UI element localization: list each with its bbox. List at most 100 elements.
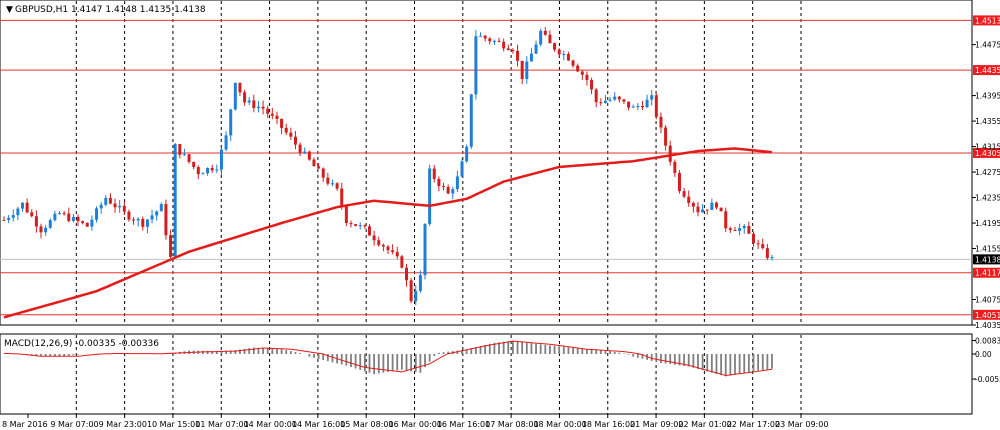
- candle-body: [543, 30, 547, 35]
- candle-body: [284, 127, 288, 133]
- level-label: 1.4305: [975, 149, 1000, 158]
- candle-body: [627, 101, 631, 108]
- candle-body: [742, 225, 746, 229]
- candle-body: [386, 246, 390, 251]
- candle-body: [377, 240, 381, 245]
- candle-body: [539, 30, 543, 45]
- candle-body: [145, 219, 149, 227]
- candle-body: [21, 202, 25, 209]
- candle-body: [756, 243, 760, 245]
- x-tick-label: 11 Mar 07:00: [195, 420, 248, 429]
- level-label: 1.4051: [975, 311, 1000, 320]
- candle-body: [122, 205, 126, 212]
- candle-body: [529, 53, 533, 62]
- x-tick-label: 15 Mar 08:00: [340, 420, 393, 429]
- x-tick-label: 9 Mar 23:00: [99, 420, 147, 429]
- candle-body: [483, 35, 487, 39]
- candle-body: [608, 99, 612, 101]
- candle-body: [576, 65, 580, 72]
- candle-body: [548, 34, 552, 44]
- candle-body: [141, 218, 145, 227]
- candle-body: [293, 136, 297, 145]
- candle-body: [442, 186, 446, 188]
- candles: [2, 27, 774, 306]
- level-label-bg: [973, 65, 1000, 76]
- candle-body: [58, 213, 62, 215]
- candle-body: [677, 172, 681, 192]
- candle-body: [557, 49, 561, 55]
- candle-body: [173, 144, 177, 257]
- candle-body: [719, 207, 723, 212]
- candle-body: [90, 219, 94, 227]
- x-tick-label: 22 Mar 01:00: [678, 420, 731, 429]
- candle-body: [391, 250, 395, 252]
- candle-body: [423, 223, 427, 275]
- x-tick-label: 16 Mar 16:00: [437, 420, 490, 429]
- candle-body: [645, 99, 649, 108]
- candle-body: [367, 226, 371, 236]
- candle-body: [76, 216, 80, 222]
- candle-body: [206, 167, 210, 174]
- title-arrow[interactable]: ▼: [6, 5, 13, 15]
- candle-body: [488, 38, 492, 42]
- y-tick-label: 1.4155: [975, 245, 1000, 254]
- candle-body: [613, 96, 617, 100]
- candle-body: [67, 213, 71, 221]
- candle-body: [307, 151, 311, 160]
- candle-body: [224, 135, 228, 150]
- candle-body: [738, 228, 742, 231]
- candle-body: [127, 211, 131, 220]
- candle-body: [275, 115, 279, 119]
- candle-body: [164, 204, 168, 236]
- current-price-label: 1.4138: [975, 255, 1000, 264]
- candle-body: [30, 212, 34, 217]
- candle-body: [562, 53, 566, 55]
- candle-body: [710, 202, 714, 210]
- candle-body: [99, 204, 103, 209]
- candle-body: [696, 206, 700, 213]
- candle-body: [761, 244, 765, 249]
- x-tick-label: 21 Mar 09:00: [630, 420, 683, 429]
- candle-body: [298, 144, 302, 154]
- candle-body: [617, 96, 621, 100]
- candle-body: [118, 205, 122, 208]
- candle-body: [340, 188, 344, 207]
- candle-body: [659, 116, 663, 128]
- candle-body: [48, 220, 52, 228]
- candle-body: [395, 251, 399, 257]
- candle-body: [664, 127, 668, 146]
- candle-body: [215, 169, 219, 171]
- candle-body: [520, 60, 524, 80]
- x-tick-label: 17 Mar 08:00: [485, 420, 538, 429]
- candle-body: [372, 235, 376, 241]
- y-tick-label: 1.4035: [975, 321, 1000, 330]
- candle-body: [62, 213, 66, 215]
- candle-body: [81, 221, 85, 223]
- candle-body: [108, 197, 112, 204]
- candle-body: [497, 40, 501, 42]
- x-tick-label: 10 Mar 15:00: [147, 420, 200, 429]
- macd-title: MACD(12,26,9) -0.00335 -0.00336: [4, 339, 159, 349]
- y-tick-label: 1.4195: [975, 219, 1000, 228]
- candle-body: [747, 225, 751, 234]
- candle-body: [178, 144, 182, 155]
- candle-body: [113, 203, 117, 208]
- candle-body: [428, 168, 432, 224]
- level-label: 1.4117: [975, 269, 1000, 278]
- current-price-label-bg: [973, 254, 1000, 265]
- candle-body: [159, 204, 163, 212]
- x-tick-label: 18 Mar 16:00: [582, 420, 635, 429]
- candle-body: [104, 197, 108, 205]
- chart-title: GBPUSD,H1 1.4147 1.4148 1.4135 1.4138: [15, 5, 206, 15]
- candle-body: [95, 208, 99, 220]
- candle-body: [668, 145, 672, 162]
- y-tick-label: 1.4395: [975, 92, 1000, 101]
- candle-body: [687, 196, 691, 203]
- candle-body: [317, 166, 321, 169]
- candle-body: [566, 53, 570, 61]
- candle-body: [196, 167, 200, 175]
- candle-body: [479, 35, 483, 37]
- time-axis: 8 Mar 2016 9 Mar 07:00 9 Mar 23:00 10 Mar 1…: [2, 414, 828, 429]
- candle-body: [256, 106, 260, 109]
- candle-body: [233, 82, 237, 110]
